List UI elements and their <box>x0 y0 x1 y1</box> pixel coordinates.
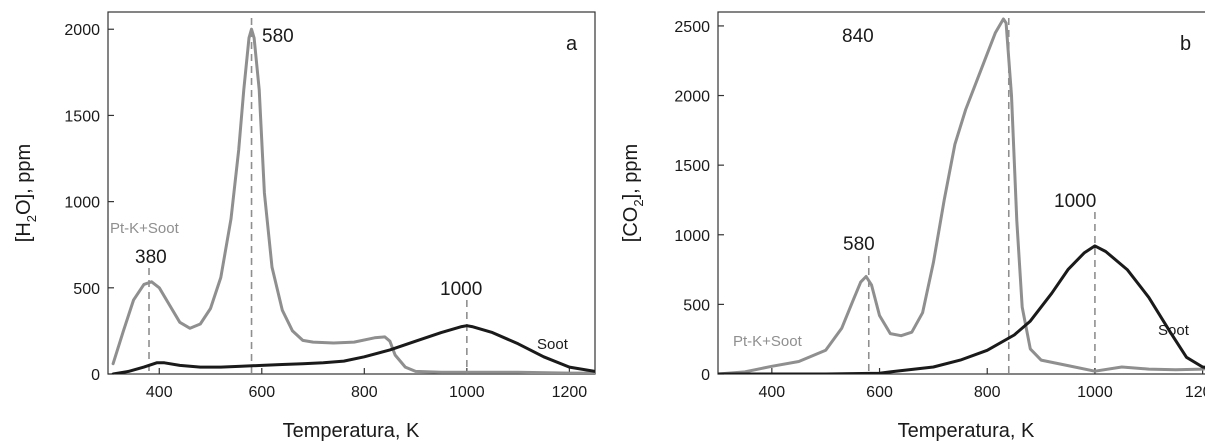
series-line-pt-k-soot <box>111 27 595 374</box>
y-tick-label: 500 <box>683 297 710 314</box>
peak-label-1000-b: 1000 <box>1054 191 1096 212</box>
panel-label-a: a <box>566 33 578 55</box>
series-label-ptk-soot-b: Pt-K+Soot <box>733 333 803 350</box>
y-tick-label: 1500 <box>64 108 100 125</box>
x-tick-label: 1200 <box>552 384 588 401</box>
peak-label-840: 840 <box>842 26 874 47</box>
x-tick-label: 1000 <box>1077 384 1113 401</box>
y-axis-title-b-part2: ], ppm <box>620 144 642 200</box>
y-tick-label: 1500 <box>674 158 710 175</box>
peak-label-580-b: 580 <box>843 234 875 255</box>
y-axis-title-a-subscript: 2 <box>24 215 39 222</box>
y-tick-label: 2000 <box>674 89 710 106</box>
series-line-soot <box>718 244 1205 374</box>
y-tick-label: 500 <box>73 281 100 298</box>
x-tick-label: 400 <box>146 384 173 401</box>
x-tick-label: 1000 <box>449 384 485 401</box>
plot-frame-b <box>717 11 1205 375</box>
y-axis-title-a: [H2O], ppm <box>13 144 39 242</box>
x-tick-label: 600 <box>248 384 275 401</box>
y-tick-label: 2000 <box>64 22 100 39</box>
chart-panel-b: 4006008001000120005001000150020002500 b … <box>620 11 1205 441</box>
y-axis-title-a-part2: O], ppm <box>13 144 35 215</box>
panel-label-b: b <box>1180 33 1191 55</box>
y-tick-label: 1000 <box>64 195 100 212</box>
y-tick-label: 0 <box>91 367 100 384</box>
peak-markers-a <box>148 18 468 374</box>
x-tick-label: 800 <box>351 384 378 401</box>
x-tick-label: 400 <box>758 384 785 401</box>
y-axis-title-b-subscript: 2 <box>631 199 646 206</box>
plot-frame-a <box>107 11 596 375</box>
axis-ticks-a: 400 600 800 1000 1200 0 500 1000 1500 2000 <box>64 22 587 401</box>
series-line-soot <box>111 324 595 374</box>
x-axis-title-b: Temperatura, K <box>898 420 1035 441</box>
series-label-ptk-soot-a: Pt-K+Soot <box>110 220 180 237</box>
x-tick-label: 1200 <box>1185 384 1205 401</box>
series-layer-b <box>718 17 1205 374</box>
y-tick-label: 0 <box>701 367 710 384</box>
y-axis-title-a-part1: [H <box>13 222 35 242</box>
x-axis-title-a: Temperatura, K <box>283 420 420 441</box>
axis-ticks-b: 400 600 800 1000 1200 0 500 1000 1500 2000 2500 <box>674 19 1205 401</box>
series-label-soot-b: Soot <box>1158 322 1190 339</box>
peak-markers-b <box>867 18 1096 374</box>
peak-label-580: 580 <box>262 26 294 47</box>
x-tick-label: 800 <box>974 384 1001 401</box>
y-tick-label: 1000 <box>674 228 710 245</box>
series-label-soot-a: Soot <box>537 336 569 353</box>
series-layer-a <box>111 27 595 374</box>
peak-label-1000: 1000 <box>440 279 482 300</box>
y-tick-label: 2500 <box>674 19 710 36</box>
peak-label-380: 380 <box>135 247 167 268</box>
series-line-pt-k-soot <box>718 17 1205 374</box>
y-axis-title-b-part1: [CO <box>620 207 642 243</box>
y-axis-title-b: [CO2], ppm <box>620 144 646 242</box>
x-tick-label: 600 <box>866 384 893 401</box>
